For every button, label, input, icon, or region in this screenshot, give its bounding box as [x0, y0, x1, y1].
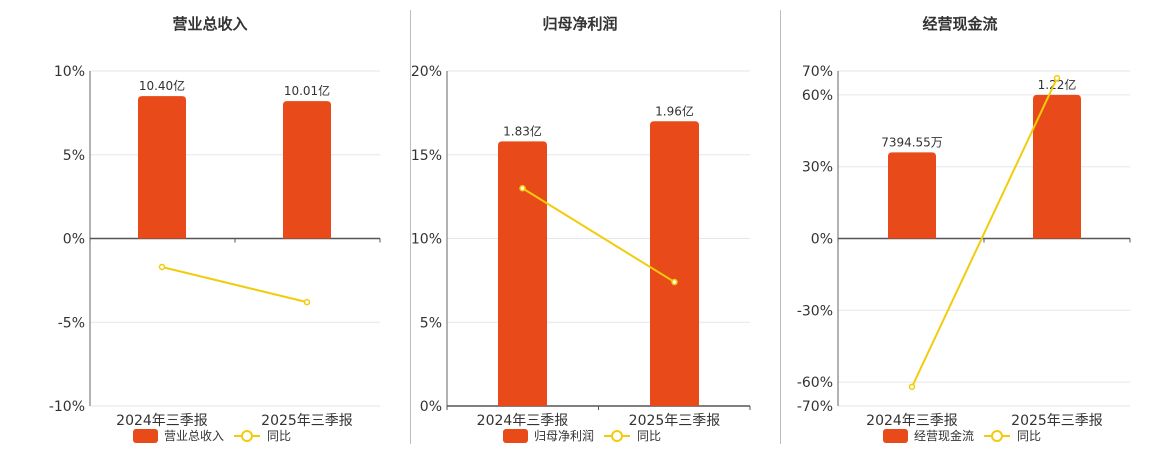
chart-title: 经营现金流	[922, 15, 997, 33]
legend-bar-swatch	[503, 429, 528, 443]
y-tick-label: 5%	[420, 315, 442, 331]
y-tick-label: 20%	[411, 64, 442, 80]
bar	[650, 121, 699, 406]
y-tick-label: -5%	[58, 315, 85, 331]
x-category-label: 2025年三季报	[629, 413, 721, 429]
y-tick-label: -70%	[797, 399, 833, 415]
y-tick-label: 70%	[802, 64, 833, 80]
panel-divider	[780, 10, 781, 444]
y-tick-label: 0%	[63, 232, 85, 248]
bar-value-label: 10.40亿	[139, 78, 185, 93]
bar-value-label: 1.83亿	[503, 123, 542, 138]
yoy-point	[1053, 74, 1061, 82]
chart-title: 归母净利润	[542, 15, 617, 33]
legend-line-marker	[991, 430, 1003, 442]
y-tick-label: 10%	[54, 64, 85, 80]
y-tick-label: -60%	[797, 375, 833, 391]
bar-value-label: 1.22亿	[1038, 77, 1077, 92]
yoy-line	[161, 266, 308, 304]
y-tick-label: 0%	[811, 232, 833, 248]
y-tick-label: -10%	[49, 399, 85, 415]
chart-panel-2: 归母净利润 20% 15% 10% 5% 0% 1.83亿 1.96亿 2024年三季报 2025…	[411, 15, 751, 443]
y-tick-label: 30%	[802, 160, 833, 176]
legend-line-marker	[611, 430, 623, 442]
chart-panel-3: 经营现金流 70% 60% 30% 0% -30% -60% -70% 7394.55万 1.22…	[797, 15, 1131, 443]
legend-bar-label: 经营现金流	[914, 428, 974, 443]
bar	[283, 101, 331, 239]
legend-bar-swatch	[133, 429, 158, 443]
panel-divider	[410, 10, 411, 444]
x-category-label: 2025年三季报	[1011, 413, 1103, 429]
legend-line-marker	[241, 430, 253, 442]
bar	[138, 96, 186, 239]
bar-value-label: 1.96亿	[655, 103, 694, 118]
x-category-label: 2024年三季报	[477, 413, 569, 429]
yoy-point	[671, 278, 678, 286]
bar	[888, 152, 936, 239]
yoy-point	[908, 383, 916, 391]
y-tick-label: -30%	[797, 303, 833, 319]
bar	[498, 141, 547, 406]
legend-line-label: 同比	[1017, 429, 1041, 443]
x-category-label: 2025年三季报	[261, 413, 353, 429]
chart-panel-1: 营业总收入 10% 5% 0% -5% -10% 10.40亿 10.01亿 2024年三季报 2…	[49, 15, 381, 443]
legend-bar-swatch	[883, 429, 908, 443]
y-tick-label: 0%	[420, 399, 442, 415]
y-tick-label: 10%	[411, 232, 442, 248]
bar-value-label: 10.01亿	[284, 83, 330, 98]
y-tick-label: 15%	[411, 148, 442, 164]
x-category-label: 2024年三季报	[116, 413, 208, 429]
yoy-line	[911, 77, 1058, 388]
chart-title: 营业总收入	[172, 15, 247, 33]
yoy-point	[303, 298, 311, 306]
yoy-point	[519, 185, 526, 192]
x-category-label: 2024年三季报	[866, 413, 958, 429]
legend-bar-label: 营业总收入	[164, 429, 224, 443]
legend-bar-label: 归母净利润	[534, 429, 594, 443]
bar-value-label: 7394.55万	[881, 135, 943, 149]
bar	[1033, 94, 1081, 239]
legend-line-label: 同比	[267, 429, 291, 443]
yoy-line	[521, 187, 676, 283]
y-tick-label: 5%	[63, 148, 85, 164]
legend-line-label: 同比	[637, 429, 661, 443]
y-tick-label: 60%	[802, 88, 833, 104]
yoy-point	[158, 263, 166, 271]
